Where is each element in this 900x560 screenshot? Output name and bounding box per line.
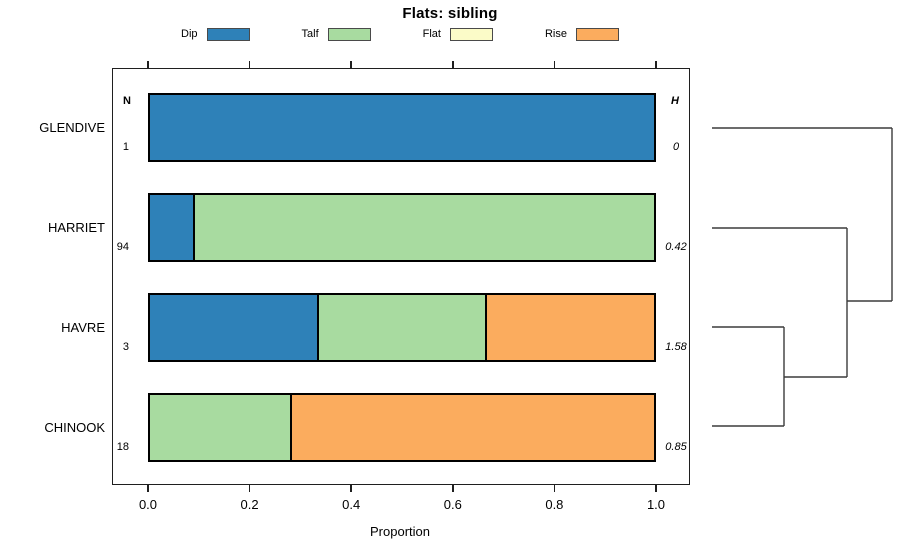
x-tick-label: 0.8 bbox=[545, 497, 564, 512]
tick-bottom bbox=[147, 485, 149, 492]
tick-top bbox=[553, 61, 556, 68]
category-label-havre: HAVRE bbox=[61, 319, 105, 335]
stacked-bar-chinook bbox=[148, 393, 656, 462]
x-tick-label: 1.0 bbox=[646, 497, 666, 512]
bar-segment-rise bbox=[485, 295, 654, 360]
n-column-header: N bbox=[123, 95, 131, 107]
n-value: 94 bbox=[116, 241, 129, 253]
chart-title: Flats: sibling bbox=[402, 5, 498, 22]
legend-label: Rise bbox=[544, 28, 567, 40]
tick-top bbox=[350, 61, 352, 68]
plot-area-border bbox=[112, 68, 690, 485]
legend-swatch bbox=[206, 27, 250, 41]
tick-bottom bbox=[655, 485, 657, 492]
stacked-bar-glendive bbox=[148, 93, 656, 162]
h-value: 0.85 bbox=[665, 441, 687, 453]
x-tick-label: 0.0 bbox=[138, 497, 158, 512]
bar-segment-dip bbox=[150, 95, 654, 160]
tick-top bbox=[452, 61, 454, 68]
category-label-glendive: GLENDIVE bbox=[39, 119, 105, 135]
category-label-chinook: CHINOOK bbox=[44, 419, 105, 435]
bar-segment-dip bbox=[150, 295, 317, 360]
chart-legend: Dip Talf Flat Rise bbox=[110, 25, 690, 43]
bar-segment-talf bbox=[150, 395, 290, 460]
tick-top bbox=[655, 61, 657, 68]
bar-segment-talf bbox=[192, 195, 654, 260]
bar-segment-dip bbox=[150, 195, 193, 260]
n-value: 1 bbox=[122, 141, 129, 153]
x-axis-title: Proportion bbox=[370, 524, 430, 539]
legend-item-talf: Talf bbox=[301, 27, 371, 41]
stacked-bar-havre bbox=[148, 293, 656, 362]
x-tick-label: 0.2 bbox=[240, 497, 259, 512]
tick-top bbox=[147, 61, 149, 68]
legend-item-dip: Dip bbox=[181, 27, 250, 41]
legend-label: Talf bbox=[301, 28, 319, 40]
category-label-harriet: HARRIET bbox=[47, 219, 105, 235]
tick-bottom bbox=[350, 485, 352, 492]
h-column-header: H bbox=[671, 95, 679, 107]
stacked-bar-harriet bbox=[148, 193, 656, 262]
x-tick-label: 0.4 bbox=[342, 497, 361, 512]
legend-item-flat: Flat bbox=[422, 27, 493, 41]
n-value: 18 bbox=[116, 441, 129, 453]
bar-segment-talf bbox=[316, 295, 485, 360]
tick-top bbox=[248, 61, 251, 68]
legend-swatch bbox=[449, 27, 493, 41]
legend-label: Flat bbox=[422, 28, 441, 40]
h-value: 1.58 bbox=[665, 341, 687, 353]
tick-bottom bbox=[452, 485, 454, 492]
legend-item-rise: Rise bbox=[544, 27, 619, 41]
h-value: 0.42 bbox=[665, 241, 687, 253]
h-value: 0 bbox=[672, 141, 680, 153]
tick-bottom bbox=[248, 485, 251, 492]
legend-swatch bbox=[576, 27, 619, 41]
n-value: 3 bbox=[122, 341, 129, 353]
x-tick-label: 0.6 bbox=[443, 497, 462, 512]
legend-swatch bbox=[327, 27, 371, 41]
legend-label: Dip bbox=[181, 28, 198, 40]
tick-bottom bbox=[553, 485, 556, 492]
bar-segment-rise bbox=[289, 395, 654, 460]
